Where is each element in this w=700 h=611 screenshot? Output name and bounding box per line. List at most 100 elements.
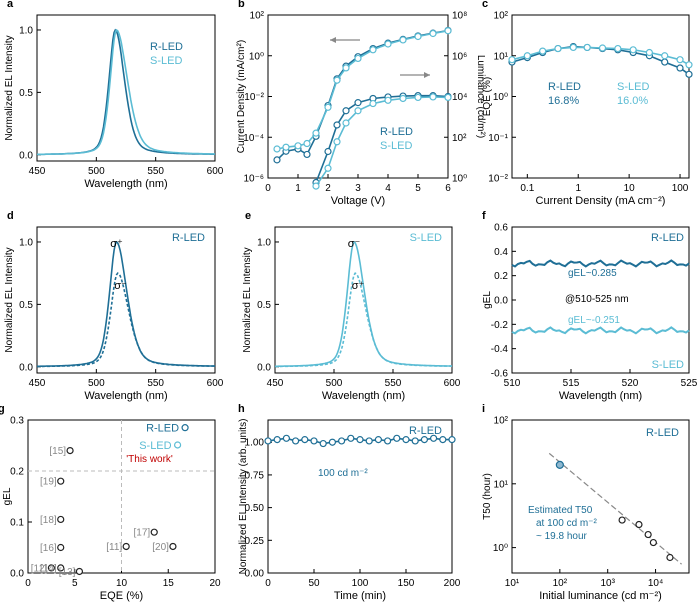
panel-b-lv-point [369, 99, 377, 108]
panel-d-ylabel: Normalized EL Intensity [4, 247, 15, 352]
panel-g-point [47, 564, 55, 572]
panel-b-xtick-label: 4 [385, 183, 391, 194]
panel-e-title: S-LED [410, 232, 442, 244]
panel-c-point [583, 43, 591, 52]
panel-b-ytick-label: 10⁰ [249, 51, 264, 62]
panel-b-jv-point [324, 103, 332, 111]
panel-b-ytick-label: 10⁶ [452, 51, 467, 62]
panel-c-point [629, 46, 637, 54]
panel-c-value-s: 16.0% [617, 95, 648, 107]
panel-h-annot: 100 cd m⁻² [318, 468, 368, 479]
panel-i-frame [511, 419, 690, 574]
panel-h-xtick-label: 100 [352, 578, 369, 589]
panel-h-point [264, 437, 272, 445]
panel-h-xtick-label: 50 [308, 578, 320, 589]
panel-a-ytick-label: 0.0 [19, 150, 33, 161]
panel-i-ylabel: T50 (hour) [482, 473, 493, 520]
panel-f-s-g: gEL~-0.251 [568, 315, 620, 326]
panel-d-xtick-label: 550 [147, 378, 164, 389]
panel-g-legend-s: S-LED [139, 440, 171, 452]
panel-e-xtick-label: 600 [444, 378, 461, 389]
panel-g-point-label: [11] [106, 542, 122, 553]
panel-g-xtick-label: 5 [72, 578, 78, 589]
panel-f-ytick-label: 0.2 [494, 271, 508, 282]
panel-i-xtick-label: 10³ [600, 578, 615, 589]
panel-h-point [310, 437, 318, 445]
panel-h-xtick-label: 200 [444, 578, 461, 589]
panel-i-xtick-label: 10¹ [505, 578, 520, 589]
panel-d-xtick-label: 500 [88, 378, 105, 389]
panel-b-jv-point [384, 40, 392, 48]
panel-b-jv-point [282, 143, 290, 151]
panel-h-point [420, 436, 428, 444]
panel-f-xtick-label: 510 [504, 378, 521, 389]
panel-b-jv-S-LED [276, 30, 449, 150]
panel-b-jv-point [303, 139, 311, 148]
panel-e-annot-top: σ⁻ [348, 238, 361, 250]
panel-b-jv-point [303, 150, 311, 159]
panel-g-point-label: [12] [31, 563, 48, 574]
panel-g-point-label: [14] [40, 563, 57, 574]
panel-i-annot-3: ~ 19.8 hour [536, 531, 588, 542]
panel-f-ylabel: gEL [482, 291, 493, 309]
panel-d-xtick-label: 600 [207, 378, 224, 389]
panel-a-frame [36, 14, 216, 162]
panel-a-legend-s: S-LED [150, 55, 182, 67]
panel-b-jv-point [354, 54, 362, 63]
panel-label: b [238, 0, 245, 10]
panel-b-lv-point [384, 96, 392, 104]
panel-c-xlabel: Current Density (mA cm⁻²) [536, 195, 666, 207]
panel-g-xlabel: EQE (%) [100, 590, 143, 602]
panel-c-point [508, 56, 516, 64]
panel-f-ytick-label: -0.4 [491, 344, 509, 355]
panel-c-xtick-label: 100 [672, 183, 689, 194]
panel-g-point [122, 542, 130, 551]
panel-f-ytick-label: 0.0 [494, 296, 508, 307]
panel-f-ytick-label: -0.2 [491, 320, 509, 331]
panel-d-ytick-label: 0.0 [19, 362, 33, 373]
panel-b-ytick-label: 10⁻⁴ [243, 133, 264, 144]
panel-f-r-label: R-LED [651, 232, 684, 244]
panel-a-series-S-LED [36, 28, 215, 156]
panel-c-point [685, 70, 693, 78]
panel-b-jv-point [444, 27, 452, 35]
panel-b-jv-point [429, 29, 437, 38]
panel-i-point [644, 530, 652, 539]
panel-d-annot-top: σ⁺ [110, 238, 123, 250]
panel-i-point [635, 520, 643, 529]
panel-g-ytick-label: 0.2 [10, 467, 24, 478]
panel-h-point [384, 437, 392, 445]
panel-i-point [649, 538, 657, 547]
panel-b-jv-point [369, 46, 377, 54]
panel-e-xtick-label: 450 [267, 378, 284, 389]
panel-f-r-g: gEL~0.285 [568, 268, 617, 279]
panel-h-ytick-label: 0.25 [245, 536, 265, 547]
panel-h-xtick-label: 0 [265, 578, 271, 589]
panel-h-point [356, 436, 364, 444]
panel-b-jv-point [333, 76, 341, 84]
panel-c-value-r: 16.8% [548, 95, 579, 107]
panel-i-point [666, 553, 674, 562]
panel-e-xtick-label: 500 [326, 378, 343, 389]
panel-c-point [676, 64, 684, 72]
panel-e-xlabel: Wavelength (nm) [322, 390, 405, 402]
panel-b-ylabel: Current Density (mA/cm²) [236, 40, 247, 153]
panel-label: h [238, 403, 245, 415]
panel-b-ytick-label: 10⁻⁶ [243, 174, 264, 185]
panel-f-ytick-label: 0.4 [494, 247, 508, 258]
panel-b-legend-s: S-LED [380, 140, 412, 152]
panel-h-xtick-label: 150 [398, 578, 415, 589]
panel-b-lv-point [354, 99, 362, 107]
panel-d-title: R-LED [172, 232, 205, 244]
panel-h-point [292, 437, 300, 445]
panel-a-xtick-label: 450 [29, 166, 46, 177]
panel-i-title: R-LED [646, 427, 679, 439]
panel-b-jv-point [312, 129, 320, 137]
panel-c-ytick-label: 10¹ [494, 51, 509, 62]
panel-b-lv-point [399, 94, 407, 103]
panel-h-point [411, 437, 419, 445]
panel-h-title: R-LED [409, 425, 442, 437]
panel-g-point [57, 564, 65, 572]
panel-f-series-S-LED [511, 326, 690, 335]
panel-g-xtick-label: 15 [163, 578, 175, 589]
